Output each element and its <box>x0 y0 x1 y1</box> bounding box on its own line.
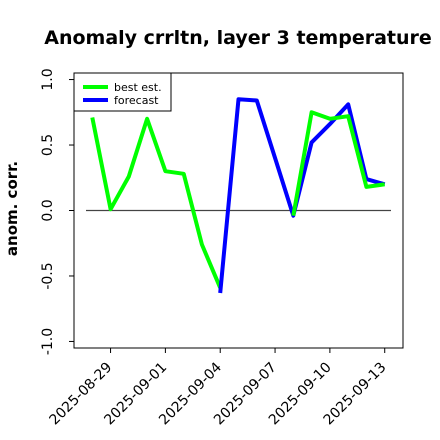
y-tick-label: 0.0 <box>40 199 56 221</box>
y-tick-label: -1.0 <box>40 328 56 355</box>
chart-title: Anomaly crrltn, layer 3 temperature <box>44 27 432 49</box>
plot-area: -1.0-0.50.00.51.02025-08-292025-09-01202… <box>40 68 404 428</box>
y-axis-label: anom. corr. <box>3 161 21 256</box>
y-tick-label: 0.5 <box>40 134 56 156</box>
legend-box <box>73 72 172 112</box>
legend-label: forecast <box>114 94 159 107</box>
series-line-best-est-tail <box>291 110 385 217</box>
series-line-best-est <box>90 116 223 289</box>
series-line-forecast <box>218 97 386 294</box>
y-tick-label: 1.0 <box>40 68 56 90</box>
legend-label: best est. <box>114 81 162 94</box>
y-tick-label: -0.5 <box>40 262 56 289</box>
